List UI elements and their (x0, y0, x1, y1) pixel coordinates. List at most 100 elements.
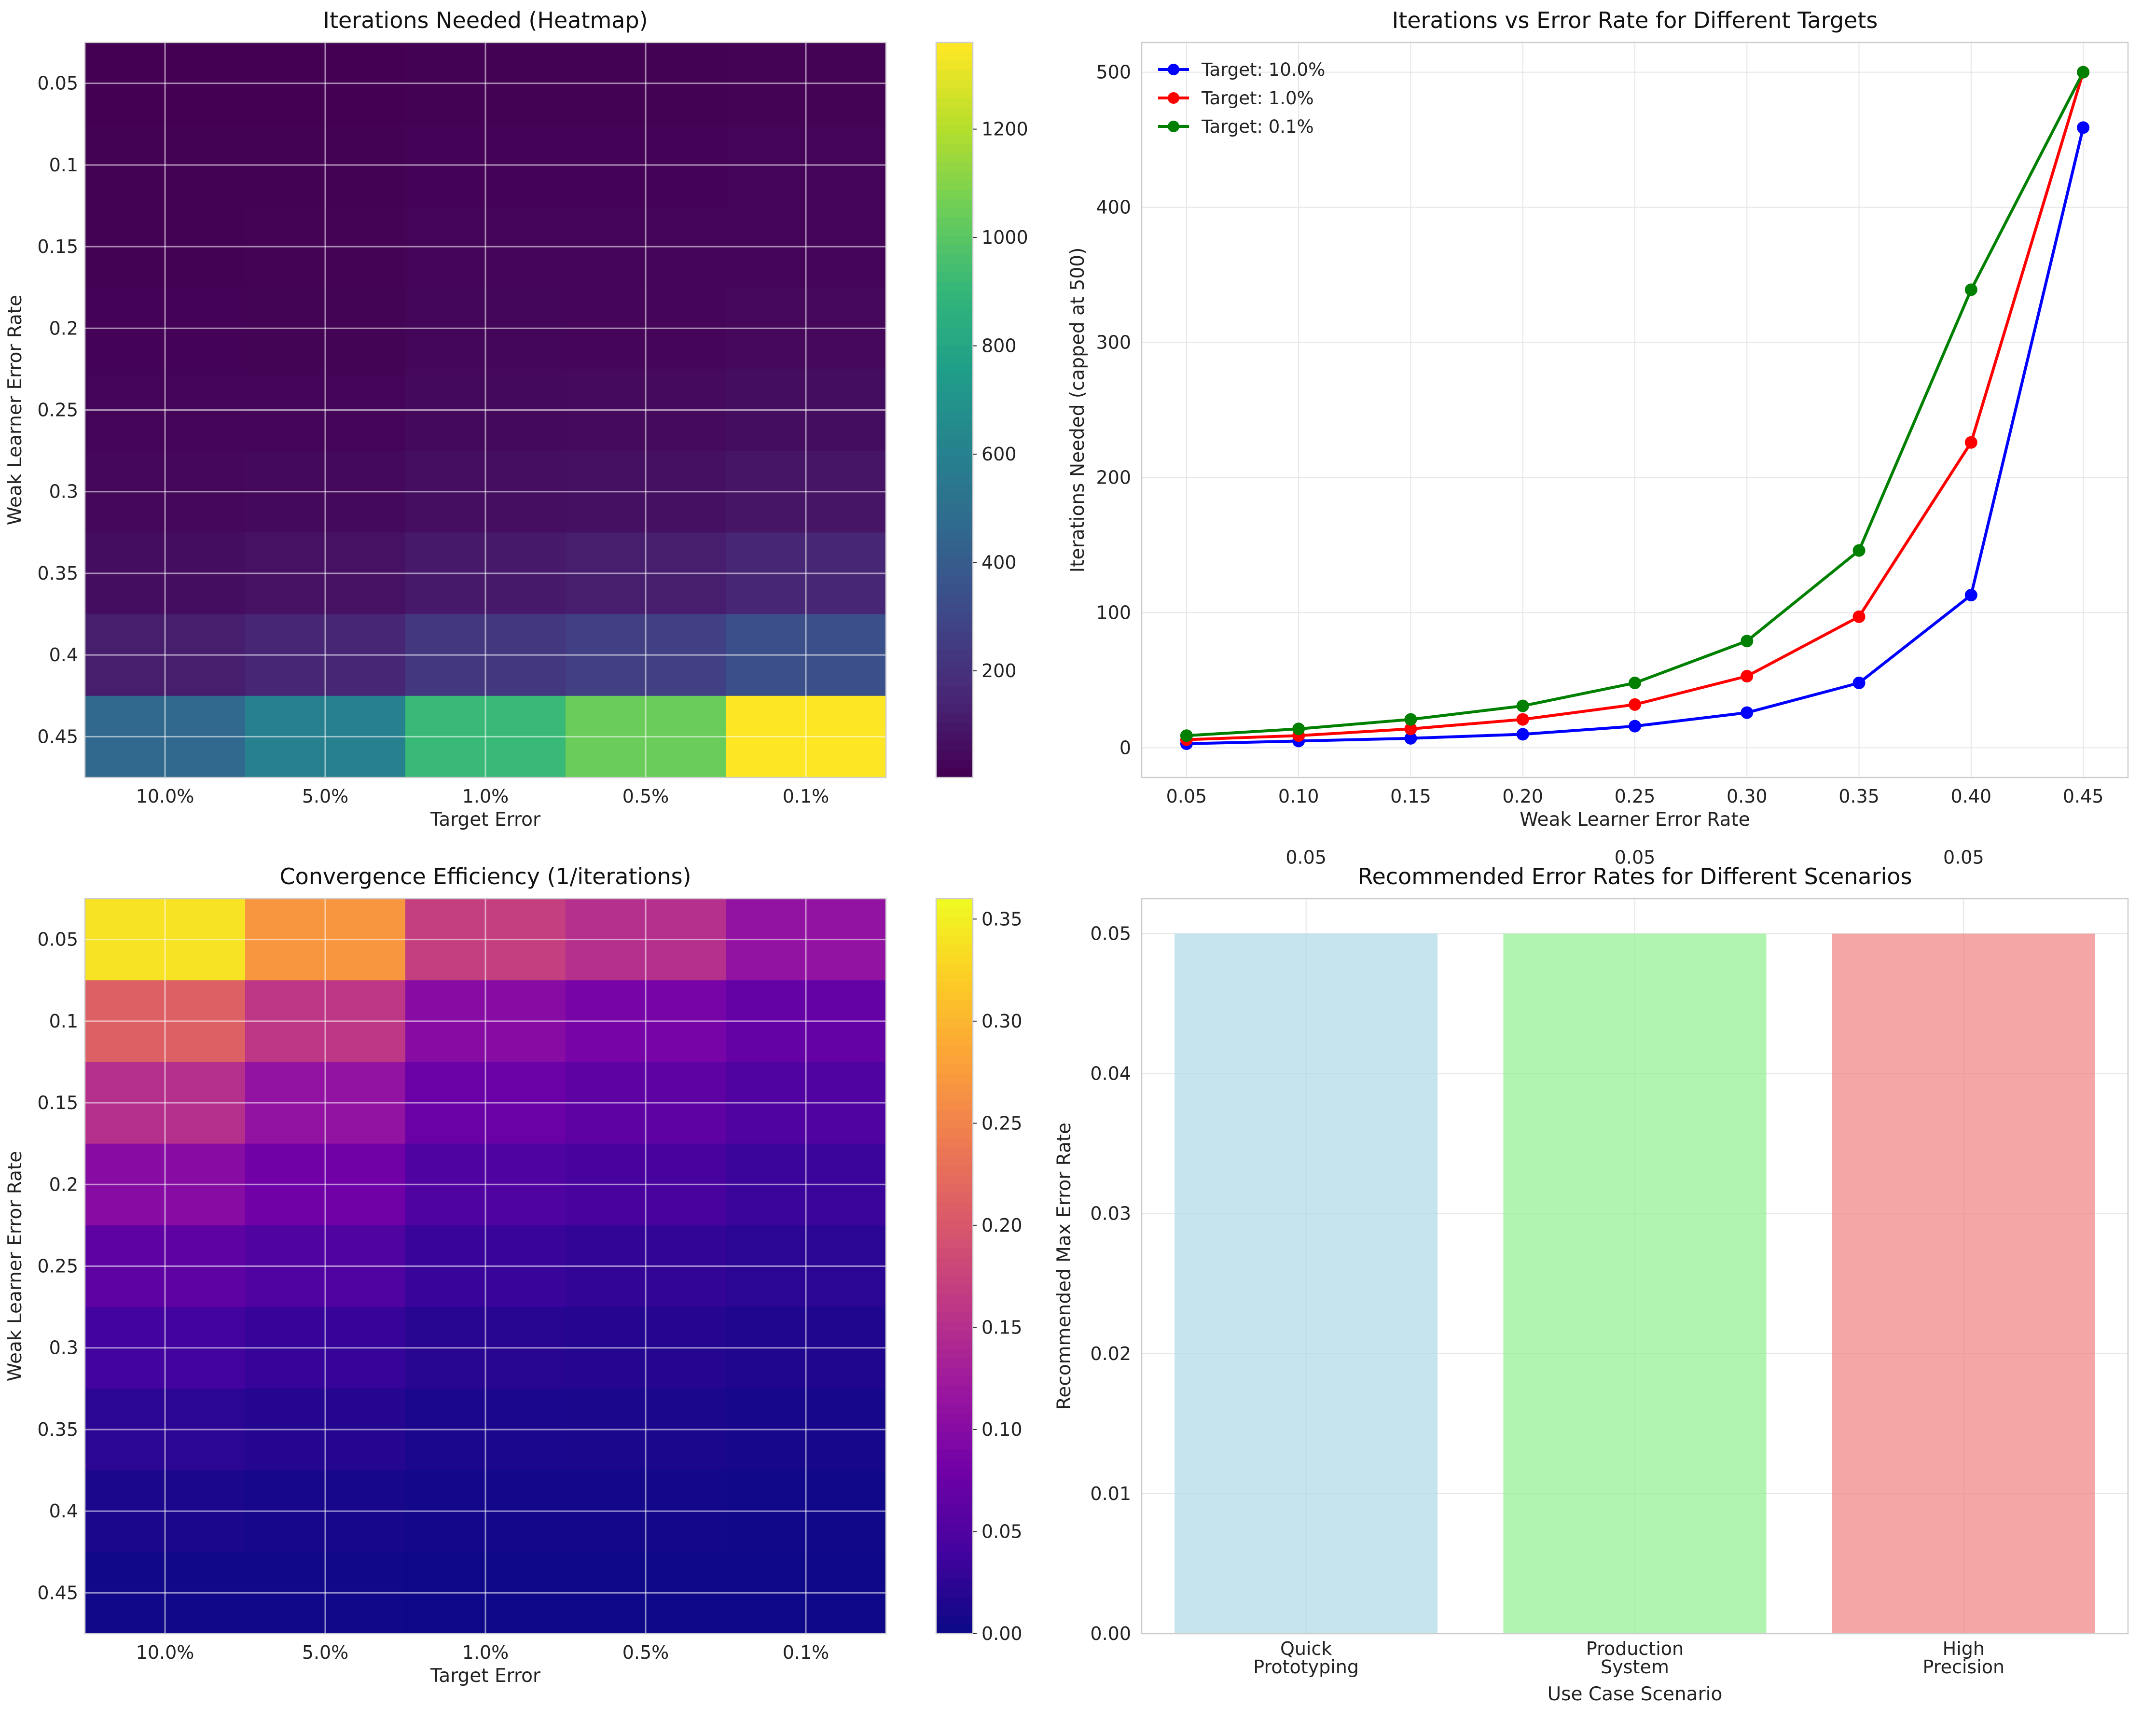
data-point (1629, 720, 1641, 733)
bar (1175, 933, 1438, 1634)
colorbar-band (936, 1293, 973, 1304)
colorbar-band (936, 1486, 973, 1497)
colorbar-band (936, 88, 973, 98)
y-tick-label: 0.04 (1090, 1063, 1131, 1084)
colorbar-band (936, 768, 973, 778)
colorbar-band (936, 1275, 973, 1285)
y-tick-label: 0.35 (37, 563, 78, 584)
colorbar-band (936, 107, 973, 117)
y-axis-label: Weak Learner Error Rate (4, 295, 26, 525)
y-tick-label: 100 (1096, 602, 1131, 623)
colorbar-band (936, 944, 973, 955)
data-point (2077, 121, 2090, 134)
colorbar-band (936, 492, 973, 502)
bar (1503, 933, 1767, 1634)
colorbar-band (936, 1606, 973, 1616)
colorbar-band (936, 180, 973, 190)
x-tick-label: 1.0% (462, 786, 509, 807)
colorbar-band (936, 658, 973, 668)
y-tick-label: 0.25 (37, 400, 78, 421)
colorbar-band (936, 1082, 973, 1092)
colorbar-band (936, 198, 973, 208)
colorbar-band (936, 1312, 973, 1322)
colorbar-band (936, 419, 973, 429)
colorbar-band (936, 153, 973, 163)
colorbar-band (936, 456, 973, 466)
colorbar-band (936, 125, 973, 135)
colorbar-band (936, 1137, 973, 1147)
colorbar-band (936, 1404, 973, 1414)
colorbar-band (936, 520, 973, 530)
colorbar-band (936, 1018, 973, 1028)
colorbar-tick-label: 200 (981, 660, 1017, 681)
colorbar-band (936, 1284, 973, 1294)
colorbar-band (936, 639, 973, 650)
y-tick-label: 0.15 (37, 1092, 78, 1113)
colorbar-band (936, 1229, 973, 1239)
x-tick-label: 5.0% (302, 1642, 349, 1663)
data-point (1852, 610, 1866, 623)
y-tick-label: 0.35 (37, 1419, 78, 1440)
colorbar-tick-label: 0.25 (981, 1112, 1023, 1134)
legend-swatch-marker (1168, 92, 1179, 104)
x-tick-label: 0.10 (1278, 786, 1319, 807)
data-point (1741, 635, 1754, 648)
bar-value-label: 0.05 (1615, 847, 1656, 868)
y-tick-label: 0.05 (37, 73, 78, 94)
colorbar-band (936, 1441, 973, 1451)
colorbar-band (936, 1027, 973, 1037)
colorbar-band (936, 1422, 973, 1432)
y-axis-label: Iterations Needed (capped at 500) (1067, 248, 1089, 573)
bar (1832, 933, 2095, 1634)
colorbar-band (936, 1165, 973, 1175)
colorbar-band (936, 116, 973, 126)
chart-title: Iterations vs Error Rate for Different T… (1392, 7, 1878, 33)
colorbar-band (936, 437, 973, 447)
colorbar-tick-label: 400 (981, 552, 1017, 573)
colorbar-band (936, 465, 973, 475)
legend-label: Target: 10.0% (1201, 59, 1325, 80)
x-tick-label: System (1601, 1656, 1669, 1678)
colorbar-band (936, 1183, 973, 1193)
colorbar-band (936, 1587, 973, 1597)
y-tick-label: 0.2 (49, 1174, 78, 1195)
colorbar-band (936, 1248, 973, 1258)
colorbar-band (936, 539, 973, 548)
colorbar-band (936, 713, 973, 723)
data-point (1741, 670, 1754, 683)
colorbar-band (936, 1551, 973, 1561)
colorbar-frame (935, 42, 974, 778)
x-tick-label: Production (1586, 1638, 1684, 1659)
colorbar-band (936, 61, 973, 70)
y-tick-label: 0 (1119, 737, 1131, 758)
colorbar-band (936, 446, 973, 457)
colorbar-band (936, 1348, 973, 1359)
colorbar-band (936, 42, 973, 52)
colorbar-band (936, 963, 973, 973)
colorbar-band (936, 899, 973, 908)
colorbar-band (936, 291, 973, 300)
legend-label: Target: 0.1% (1201, 116, 1314, 137)
colorbar-band (936, 575, 973, 585)
x-tick-label: 0.30 (1727, 786, 1768, 807)
colorbar-band (936, 1211, 973, 1221)
colorbar-band (936, 926, 973, 936)
colorbar-band (936, 1395, 973, 1404)
colorbar-band (936, 1303, 973, 1313)
colorbar-band (936, 501, 973, 512)
axes-frame (1141, 898, 2129, 1635)
colorbar-tick-label: 600 (981, 444, 1017, 465)
colorbar-band (936, 1541, 973, 1552)
x-tick-label: 0.15 (1390, 786, 1431, 807)
colorbar-band (936, 373, 973, 383)
colorbar-band (936, 171, 973, 181)
colorbar-band (936, 603, 973, 613)
data-point (1964, 436, 1977, 449)
colorbar-band (936, 1532, 973, 1542)
x-tick-label: Prototyping (1253, 1656, 1359, 1678)
colorbar-band (936, 281, 973, 291)
colorbar-tick-label: 800 (981, 335, 1017, 357)
colorbar-band (936, 1624, 973, 1634)
y-tick-label: 0.2 (49, 318, 78, 339)
